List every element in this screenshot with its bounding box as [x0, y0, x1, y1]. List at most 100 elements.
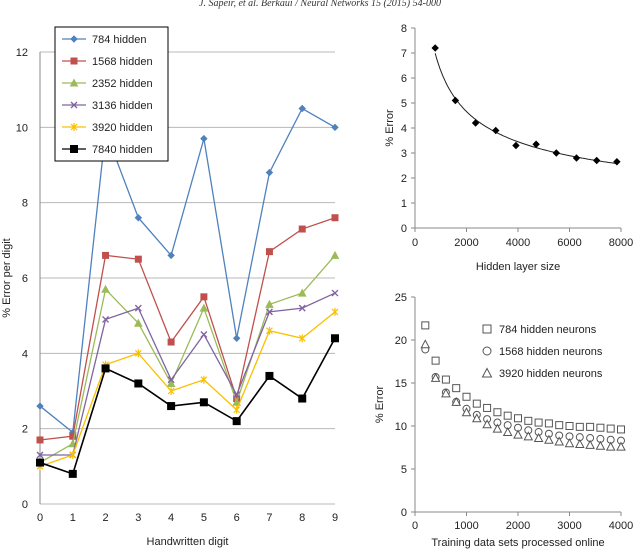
x-tick-label: 0	[412, 520, 418, 532]
legend-entry: 784 hidden neurons	[482, 324, 597, 336]
data-point	[331, 214, 339, 222]
y-tick-label: 0	[22, 499, 28, 511]
data-point-shape	[331, 289, 339, 297]
data-point-shape	[330, 250, 340, 259]
data-point-shape	[167, 376, 175, 384]
data-point-shape	[102, 315, 110, 323]
data-point-shape	[199, 303, 209, 312]
data-point	[617, 425, 625, 434]
data-point	[134, 379, 143, 388]
x-tick-label: 1	[70, 512, 76, 524]
y-tick-label: 8	[401, 23, 407, 35]
data-point	[421, 321, 430, 330]
data-point-shape	[492, 423, 503, 433]
x-tick-label: 5	[201, 512, 207, 524]
data-point-shape	[472, 399, 481, 408]
data-point-shape	[420, 339, 431, 349]
legend-label: 784 hidden neurons	[499, 324, 597, 336]
data-point-shape	[441, 375, 450, 384]
y-tick-label: 5	[401, 98, 407, 110]
x-tick-label: 4000	[506, 237, 530, 249]
data-point-shape	[68, 469, 77, 478]
data-point	[512, 141, 520, 150]
data-point	[574, 438, 585, 449]
data-point-shape	[513, 429, 523, 439]
x-tick-label: 9	[332, 512, 338, 524]
data-point	[200, 375, 208, 384]
data-point	[441, 375, 450, 384]
data-point	[552, 149, 561, 157]
data-point-shape	[483, 403, 492, 412]
data-point	[483, 403, 492, 412]
y-axis-label: % Error per digit	[1, 238, 13, 317]
data-point-shape	[167, 402, 176, 411]
data-point-shape	[430, 372, 441, 382]
legend-entry: 7840 hidden	[62, 144, 153, 156]
data-point	[451, 96, 460, 105]
data-point	[533, 432, 544, 443]
data-point-shape	[575, 422, 584, 431]
data-point	[503, 411, 512, 420]
data-point-shape	[574, 438, 585, 449]
data-point	[331, 334, 339, 343]
data-point-shape	[565, 422, 574, 430]
data-point	[420, 339, 431, 349]
data-point	[102, 315, 110, 323]
data-point-shape	[595, 440, 606, 450]
data-point	[462, 392, 471, 401]
x-tick-label: 0	[37, 512, 43, 524]
legend-label: 784 hidden	[92, 34, 146, 46]
data-point	[134, 255, 142, 263]
data-point-shape	[564, 438, 575, 448]
data-point-shape	[462, 392, 471, 401]
data-point	[232, 397, 242, 406]
data-point	[265, 299, 274, 308]
legend-label: 1568 hidden neurons	[499, 346, 603, 358]
data-point-shape	[533, 432, 544, 443]
data-point	[471, 119, 480, 127]
data-point-shape	[101, 364, 110, 373]
x-tick-label: 6000	[557, 237, 581, 249]
y-tick-label: 6	[22, 273, 28, 285]
x-tick-label: 7	[266, 512, 272, 524]
legend-entry: 1568 hidden neurons	[482, 346, 603, 358]
data-point-shape	[331, 214, 339, 222]
data-point-shape	[133, 318, 143, 327]
data-point	[298, 334, 306, 343]
legend-marker	[70, 35, 78, 43]
series-3136-hidden	[36, 289, 339, 459]
data-point-shape	[331, 334, 339, 343]
data-point	[298, 394, 307, 403]
data-point	[101, 364, 110, 373]
legend-label: 1568 hidden	[92, 56, 153, 68]
data-point	[471, 413, 482, 423]
y-tick-label: 7	[401, 48, 407, 60]
x-tick-label: 4000	[609, 520, 633, 532]
data-point-shape	[232, 334, 241, 342]
data-point-shape	[514, 414, 522, 423]
data-point	[613, 158, 621, 166]
data-point-shape	[493, 408, 502, 417]
x-axis-label: Training data sets processed online	[431, 537, 604, 549]
data-point-shape	[616, 441, 626, 451]
data-point	[265, 248, 273, 256]
x-axis-label: Handwritten digit	[147, 536, 229, 548]
data-point-shape	[461, 407, 472, 417]
data-point	[592, 156, 601, 165]
data-point-shape	[606, 424, 615, 433]
legend-marker-shape	[482, 346, 492, 356]
data-point	[554, 436, 565, 446]
data-point-shape	[134, 304, 142, 312]
data-point-shape	[36, 436, 44, 444]
legend-digit-chart: 784 hidden 1568 hidden 2352 hidden 3136 hid…	[54, 26, 169, 162]
data-point-shape	[298, 334, 306, 343]
data-point-shape	[36, 451, 44, 459]
data-point	[298, 104, 306, 113]
data-point	[330, 250, 340, 259]
data-point	[200, 134, 208, 143]
data-point-shape	[199, 398, 208, 407]
chart-online-training: 0 5 10 15 20 25 0 1000 2000 3000 4000 Training data…	[374, 292, 633, 549]
x-tick-label: 4	[168, 512, 174, 524]
data-point-shape	[265, 308, 273, 316]
